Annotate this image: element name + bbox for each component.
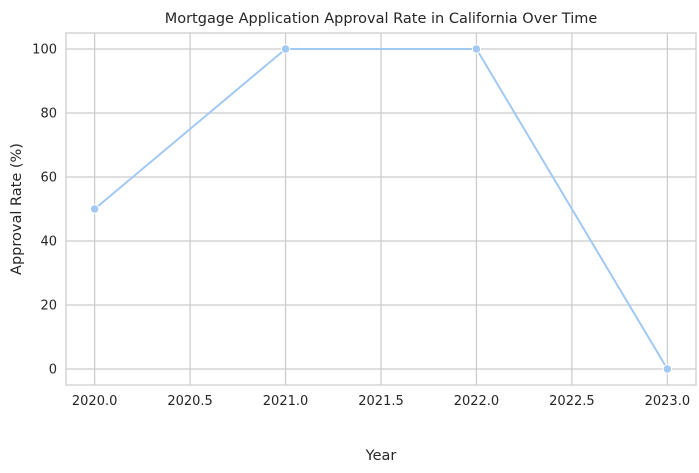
x-tick-label: 2020.5	[167, 394, 213, 409]
data-point	[471, 44, 482, 54]
series-layer	[89, 44, 673, 374]
y-tick-label: 100	[32, 43, 57, 58]
chart-title: Mortgage Application Approval Rate in Ca…	[165, 11, 598, 27]
y-tick-label: 80	[40, 107, 57, 122]
y-tick-label: 0	[49, 363, 57, 378]
y-tick-label: 40	[40, 235, 57, 250]
x-tick-label: 2021.5	[358, 394, 404, 409]
x-axis-title: Year	[365, 448, 397, 464]
y-tick-label: 20	[40, 299, 57, 314]
tick-labels: 2020.0 2020.5 2021.0 2021.5 2022.0 2022.5 2023…	[32, 43, 690, 410]
x-tick-label: 2022.5	[549, 394, 595, 409]
y-axis-title: Approval Rate (%)	[9, 143, 25, 275]
data-point	[280, 44, 291, 54]
x-tick-label: 2022.0	[454, 394, 500, 409]
y-tick-label: 60	[40, 171, 57, 186]
data-point	[662, 364, 673, 374]
data-point	[89, 204, 100, 214]
x-tick-label: 2020.0	[72, 394, 118, 409]
x-tick-label: 2021.0	[263, 394, 309, 409]
x-tick-label: 2023.0	[645, 394, 691, 409]
plot-area-frame	[65, 32, 697, 386]
grid	[66, 33, 696, 385]
series-line	[93, 48, 669, 370]
